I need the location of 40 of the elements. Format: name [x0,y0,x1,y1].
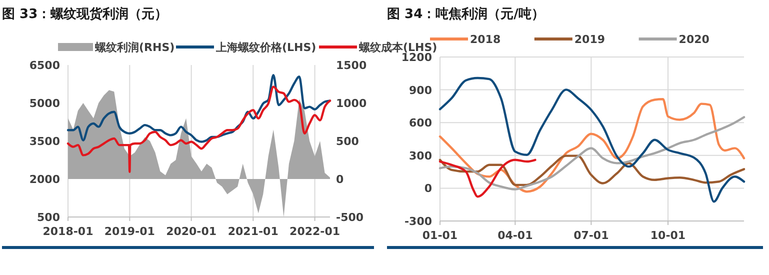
legend-label: 2019 [574,33,606,46]
y2-tick-label: 1500 [336,59,367,72]
y2-tick-label: -500 [336,211,364,224]
line-series [438,158,536,198]
line-series [66,74,332,143]
y-tick-label: 5000 [29,97,60,110]
line-series [438,116,746,190]
x-tick-label: 04-01 [498,229,533,242]
line-series [438,154,746,186]
legend-label: 螺纹利润(RHS) [94,41,175,54]
y-tick-label: 6500 [29,59,60,72]
y2-tick-label: 500 [336,135,360,148]
y-tick-label: 500 [37,211,60,224]
y-tick-label: 0 [424,182,432,196]
x-tick-label: 10-01 [650,229,686,242]
x-tick-label: 01-01 [422,229,458,242]
y-tick-label: 2000 [29,173,60,186]
x-tick-label: 2020-01 [166,225,217,238]
line-series [66,86,332,174]
legend-label: 上海螺纹价格(LHS) [215,41,316,54]
x-tick-label: 2018-01 [42,225,94,238]
y-tick-label: 600 [409,116,432,130]
x-tick-label: 2022-01 [290,225,340,238]
x-tick-label: 2019-01 [104,225,155,238]
y-tick-label: -300 [404,215,432,228]
line-series [438,76,746,203]
y-tick-label: 900 [409,84,432,97]
y-tick-label: 300 [409,149,432,162]
legend-label: 螺纹成本(LHS) [358,41,438,54]
chart-title: 图 33：螺纹现货利润（元） [2,6,168,22]
y-tick-label: 3500 [29,135,60,148]
legend-label: 2020 [678,33,710,46]
y2-tick-label: 1000 [336,97,367,110]
y2-tick-label: 0 [336,173,344,186]
legend-label: 2018 [470,33,501,46]
x-tick-label: 2021-01 [228,225,278,238]
y-tick-label: 1200 [401,51,432,64]
line-series [438,98,746,193]
chart-title: 图 34：吨焦利润（元/吨） [387,6,544,22]
x-tick-label: 07-01 [574,229,609,242]
